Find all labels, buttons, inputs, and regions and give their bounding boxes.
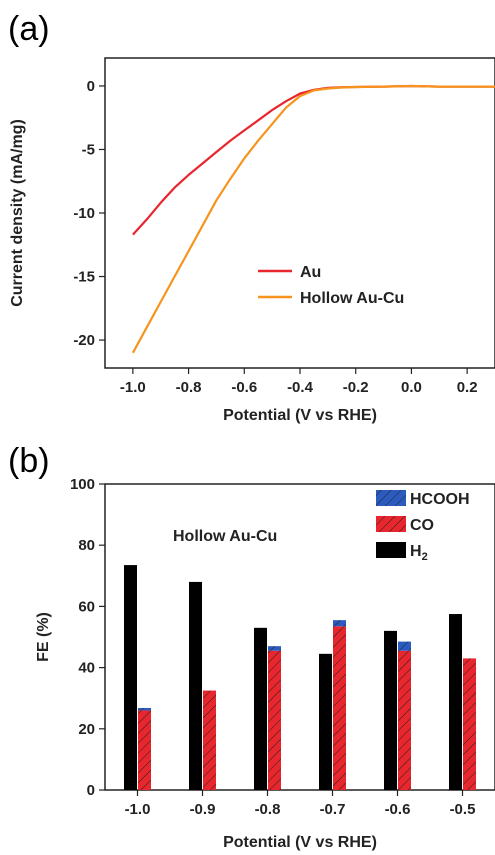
panel-a: (a) 0 -5 -10 -15 -20 -1.0 -0.8 -0.6 -0.4 -0.2 0.0… <box>8 10 495 424</box>
legend-hatch-hcooh <box>376 490 406 506</box>
y-tick-label: 80 <box>78 537 95 554</box>
bar-h2 <box>189 581 202 790</box>
bar-hcooh-hatch <box>138 707 151 711</box>
bar-h2 <box>254 627 267 790</box>
panel-a-plot-frame <box>104 57 495 369</box>
panel-b-plot-frame <box>104 483 495 791</box>
x-tick-label: -1.0 <box>125 801 151 818</box>
y-tick-label: -5 <box>82 141 95 158</box>
panel-b-x-axis-label: Potential (V vs RHE) <box>223 834 377 851</box>
legend-label-h2-subscript: 2 <box>422 551 428 563</box>
x-tick-label: -0.7 <box>320 801 346 818</box>
y-tick-label: 20 <box>78 721 95 738</box>
bar-h2 <box>449 614 462 790</box>
y-tick-label: 0 <box>87 782 95 799</box>
y-tick-label: -20 <box>73 332 95 349</box>
bar-h2 <box>384 630 397 790</box>
panel-b: (b) 0 20 40 60 80 100 -1.0 -0.9 -0.8 -0.7 -0.6 -0.… <box>8 442 495 851</box>
bar-co-hatch <box>203 690 216 790</box>
legend-label-au: Au <box>300 264 321 281</box>
bar-hcooh-hatch <box>268 646 281 651</box>
y-tick-label: 0 <box>87 78 95 95</box>
bar-co-hatch <box>333 626 346 790</box>
panel-a-y-ticks: 0 -5 -10 -15 -20 <box>73 78 105 349</box>
panel-b-legend: HCOOH CO H2 <box>376 490 470 563</box>
x-tick-label: -0.6 <box>231 379 257 396</box>
bar-h2 <box>319 653 332 790</box>
x-tick-label: -0.5 <box>450 801 476 818</box>
bar-hcooh-hatch <box>398 641 411 651</box>
bar-co-hatch <box>138 710 151 790</box>
y-tick-label: 40 <box>78 660 95 677</box>
legend-label-hollow-au-cu: Hollow Au-Cu <box>300 290 404 307</box>
legend-label-h2: H2 <box>410 543 428 563</box>
y-tick-label: 100 <box>70 476 95 493</box>
legend-hatch-co <box>376 516 406 532</box>
y-tick-label: -15 <box>73 269 95 286</box>
bar-h2 <box>124 565 137 790</box>
panel-a-x-axis-label: Potential (V vs RHE) <box>223 407 377 424</box>
panel-a-label: (a) <box>8 10 50 48</box>
y-tick-label: -10 <box>73 205 95 222</box>
legend-swatch-h2 <box>376 542 406 558</box>
panel-b-x-ticks: -1.0 -0.9 -0.8 -0.7 -0.6 -0.5 <box>125 790 476 818</box>
y-tick-label: 60 <box>78 598 95 615</box>
bar-hcooh-hatch <box>333 620 346 627</box>
bar-co-hatch <box>268 650 281 790</box>
x-tick-label: -0.8 <box>176 379 202 396</box>
x-tick-label: 0.2 <box>457 379 478 396</box>
panel-a-y-axis-label: Current density (mA/mg) <box>9 119 26 307</box>
x-tick-label: -0.8 <box>255 801 281 818</box>
x-tick-label: -1.0 <box>120 379 146 396</box>
panel-b-bars <box>124 565 476 790</box>
bar-co-hatch <box>463 658 476 790</box>
panel-b-y-axis-label: FE (%) <box>35 612 52 662</box>
panel-b-y-ticks: 0 20 40 60 80 100 <box>70 476 105 799</box>
legend-label-co: CO <box>410 517 434 534</box>
x-tick-label: -0.4 <box>287 379 314 396</box>
panel-a-legend: Au Hollow Au-Cu <box>258 264 404 307</box>
legend-label-hcooh: HCOOH <box>410 491 470 508</box>
panel-b-label: (b) <box>8 442 50 480</box>
panel-b-annotation: Hollow Au-Cu <box>173 528 277 545</box>
panel-a-x-ticks: -1.0 -0.8 -0.6 -0.4 -0.2 0.0 0.2 <box>120 368 478 396</box>
x-tick-label: -0.6 <box>385 801 411 818</box>
legend-label-h2-main: H <box>410 543 422 560</box>
series-line-1 <box>131 84 495 354</box>
x-tick-label: -0.2 <box>343 379 369 396</box>
x-tick-label: 0.0 <box>401 379 422 396</box>
panel-a-lines <box>131 84 495 354</box>
x-tick-label: -0.9 <box>190 801 216 818</box>
bar-co-hatch <box>398 650 411 790</box>
series-line-0 <box>132 84 495 236</box>
